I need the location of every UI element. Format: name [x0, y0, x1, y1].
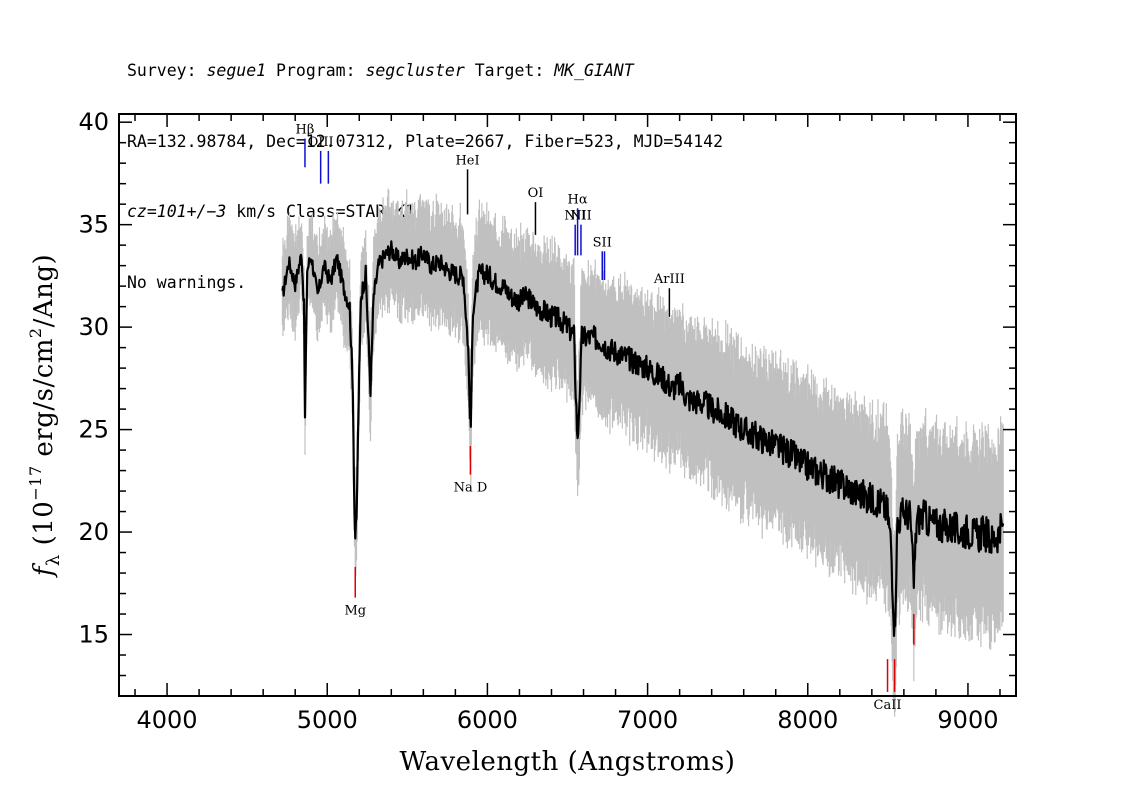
y-axis-title-part: λ: [43, 554, 64, 566]
header-line-coordinates: RA=132.98784, Dec=12.07312, Plate=2667, …: [127, 131, 724, 151]
flux-line: [281, 240, 1005, 638]
y-tick-label: 35: [78, 211, 109, 239]
x-tick-label: 9000: [937, 706, 998, 734]
y-axis-title-part: /Ang): [29, 254, 59, 328]
y-tick-label: 20: [78, 518, 109, 546]
flux-layer: [281, 240, 1005, 638]
program-value: segcluster: [365, 61, 465, 80]
target-label: Target:: [464, 61, 555, 80]
x-axis-title: Wavelength (Angstroms): [400, 747, 736, 777]
x-tick-label: 7000: [617, 706, 678, 734]
spectrum-header: Survey: segue1 Program: segcluster Targe…: [127, 12, 723, 318]
redshift-value: cz=101+/−3: [127, 202, 227, 221]
y-tick-label: 30: [78, 313, 109, 341]
line-marker-label: CaII: [874, 698, 902, 713]
y-axis-title-part: (10: [29, 501, 59, 555]
line-marker-label: OIII: [308, 135, 334, 150]
header-line-survey: Survey: segue1 Program: segcluster Targe…: [127, 59, 723, 83]
y-tick-label: 15: [78, 621, 109, 649]
line-marker-label: ArIII: [653, 272, 685, 287]
error-band: [281, 188, 1004, 717]
x-tick-label: 4000: [137, 706, 198, 734]
y-axis-title: fλ (10−17 erg/s/cm2/Ang): [26, 254, 64, 578]
line-marker-label: NII: [570, 209, 592, 224]
line-marker-label: Mg: [344, 604, 366, 619]
line-marker-label: OI: [528, 186, 544, 201]
plot-frame: [118, 113, 1017, 697]
line-marker-label: Hβ: [296, 123, 315, 138]
axis-ticks: 4000 5000 6000 7000 8000 9000 15 20 25 30 35 40: [78, 108, 1016, 734]
program-label: Program:: [266, 61, 366, 80]
x-tick-label: 6000: [457, 706, 518, 734]
line-marker-label: Hα: [568, 192, 588, 207]
y-axis-title-part: 2: [26, 327, 45, 338]
x-tick-label: 8000: [777, 706, 838, 734]
line-marker-label: Na D: [454, 481, 488, 496]
target-value: MK_GIANT: [554, 61, 634, 80]
x-tick-label: 5000: [297, 706, 358, 734]
line-marker-label: NII: [564, 209, 586, 224]
y-axis-title-part: −17: [26, 465, 45, 500]
header-line-warnings: No warnings.: [127, 272, 247, 292]
survey-label: Survey:: [127, 61, 207, 80]
error-band-layer: [281, 188, 1004, 717]
line-marker-label: HeI: [455, 153, 479, 168]
y-tick-label: 40: [78, 108, 109, 136]
y-axis-title-part: f: [29, 562, 59, 578]
y-tick-label: 25: [78, 416, 109, 444]
line-marker-label: SII: [593, 235, 612, 250]
survey-value: segue1: [206, 61, 267, 80]
y-axis-title-part: erg/s/cm: [29, 338, 59, 465]
